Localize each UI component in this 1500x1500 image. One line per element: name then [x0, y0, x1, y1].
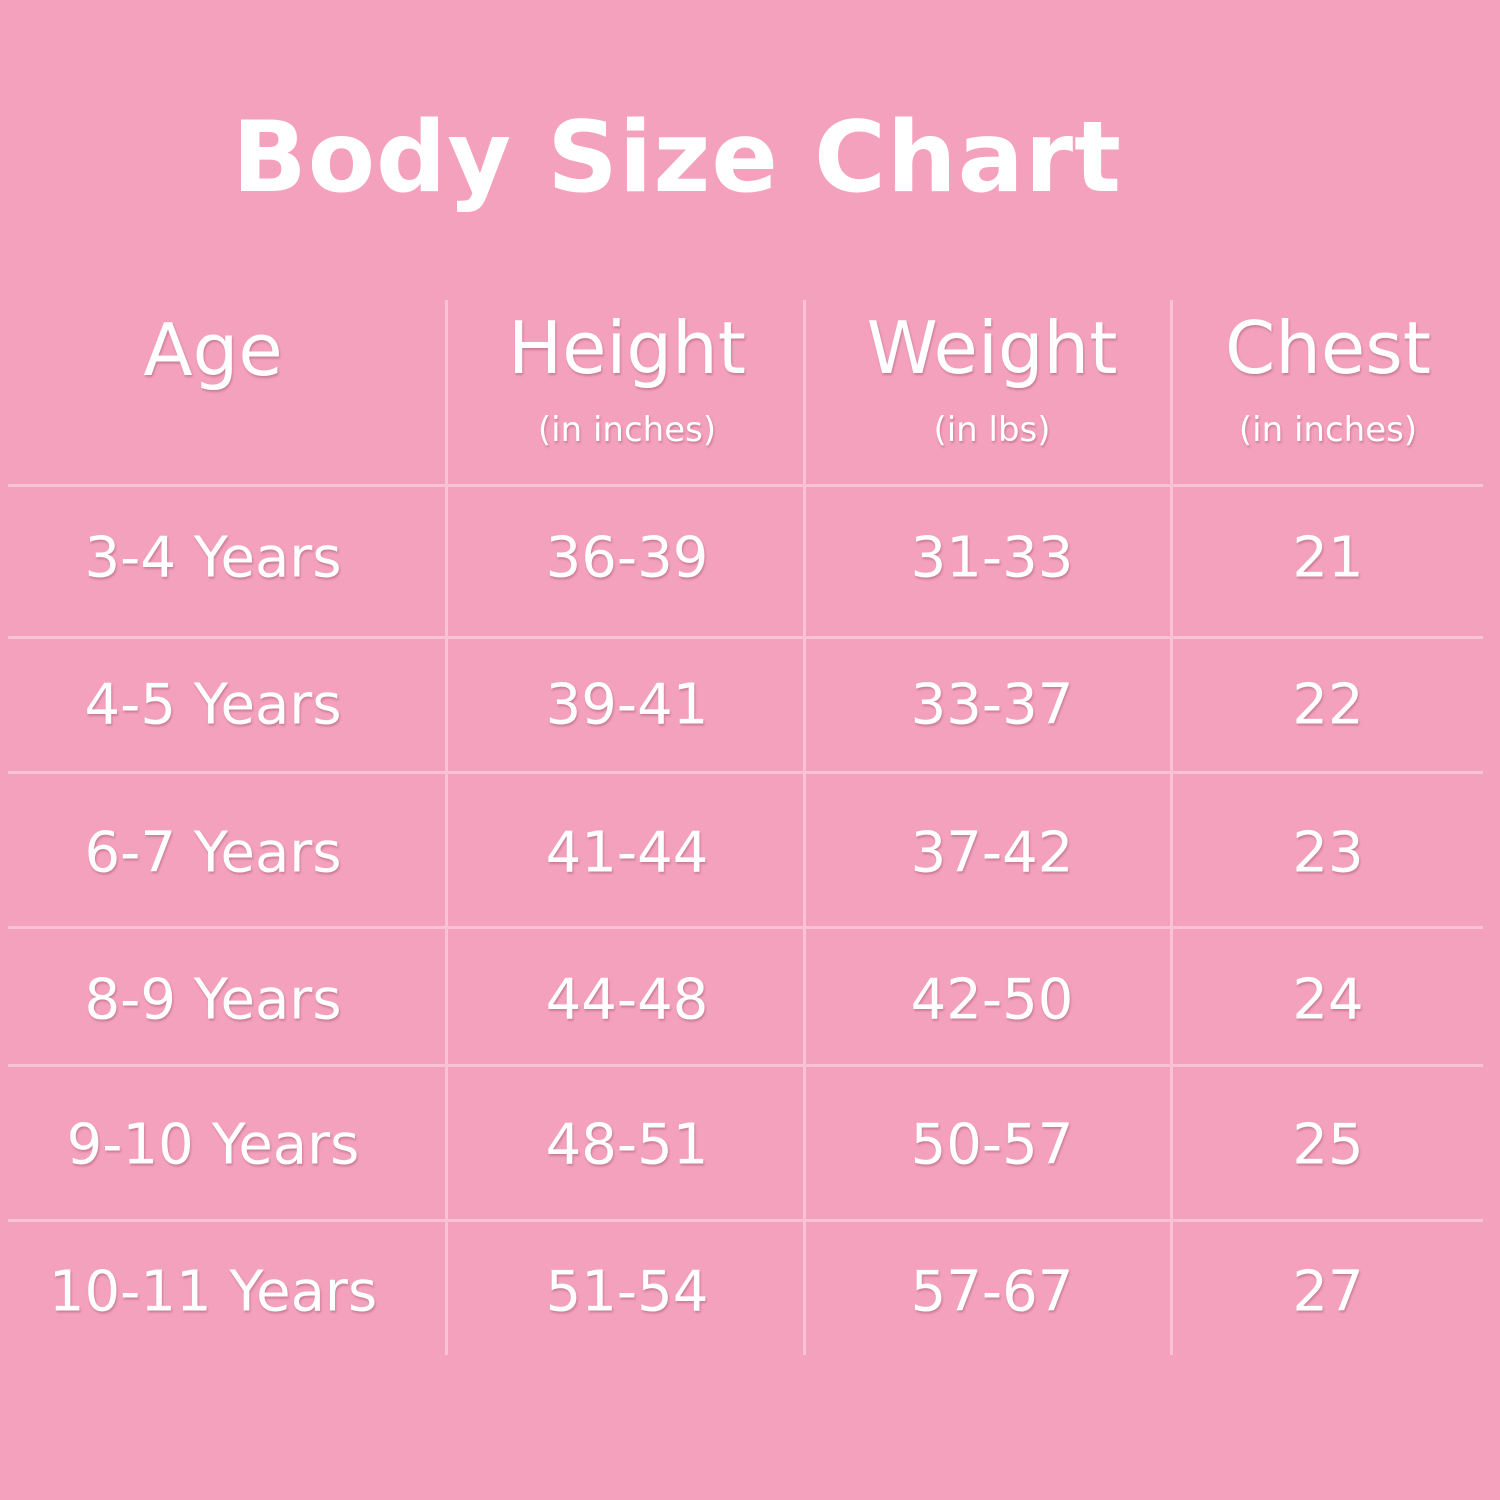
value-cell: 25 [1292, 1112, 1364, 1178]
value-cell: 57-67 [910, 1259, 1074, 1325]
value-cell: 27 [1292, 1259, 1364, 1325]
column-header: Height [507, 306, 747, 390]
column-header: Weight [866, 306, 1118, 390]
value-cell: 37-42 [910, 820, 1074, 886]
column-divider [803, 300, 806, 1355]
column-unit: (in inches) [537, 410, 717, 450]
row-divider [8, 484, 1483, 487]
column-divider [445, 300, 448, 1355]
row-divider [8, 636, 1483, 639]
age-cell: 9-10 Years [66, 1112, 360, 1178]
value-cell: 23 [1292, 820, 1364, 886]
row-divider [8, 1064, 1483, 1067]
value-cell: 21 [1292, 525, 1364, 591]
age-cell: 4-5 Years [84, 672, 342, 738]
column-header: Chest [1225, 306, 1431, 390]
value-cell: 31-33 [910, 525, 1074, 591]
age-cell: 3-4 Years [84, 525, 342, 591]
age-cell: 8-9 Years [84, 967, 342, 1033]
value-cell: 44-48 [545, 967, 709, 1033]
age-cell: 10-11 Years [48, 1259, 378, 1325]
value-cell: 24 [1292, 967, 1364, 1033]
column-divider [1170, 300, 1173, 1355]
value-cell: 39-41 [545, 672, 709, 738]
column-header: Age [143, 308, 283, 392]
value-cell: 48-51 [545, 1112, 709, 1178]
title: Body Size Chart [232, 101, 1122, 215]
column-unit: (in lbs) [933, 410, 1051, 450]
value-cell: 42-50 [910, 967, 1074, 1033]
value-cell: 22 [1292, 672, 1364, 738]
value-cell: 51-54 [545, 1259, 709, 1325]
value-cell: 36-39 [545, 525, 709, 591]
value-cell: 33-37 [910, 672, 1074, 738]
row-divider [8, 1219, 1483, 1222]
value-cell: 41-44 [545, 820, 709, 886]
column-unit: (in inches) [1238, 410, 1418, 450]
value-cell: 50-57 [910, 1112, 1074, 1178]
row-divider [8, 771, 1483, 774]
age-cell: 6-7 Years [84, 820, 342, 886]
row-divider [8, 926, 1483, 929]
